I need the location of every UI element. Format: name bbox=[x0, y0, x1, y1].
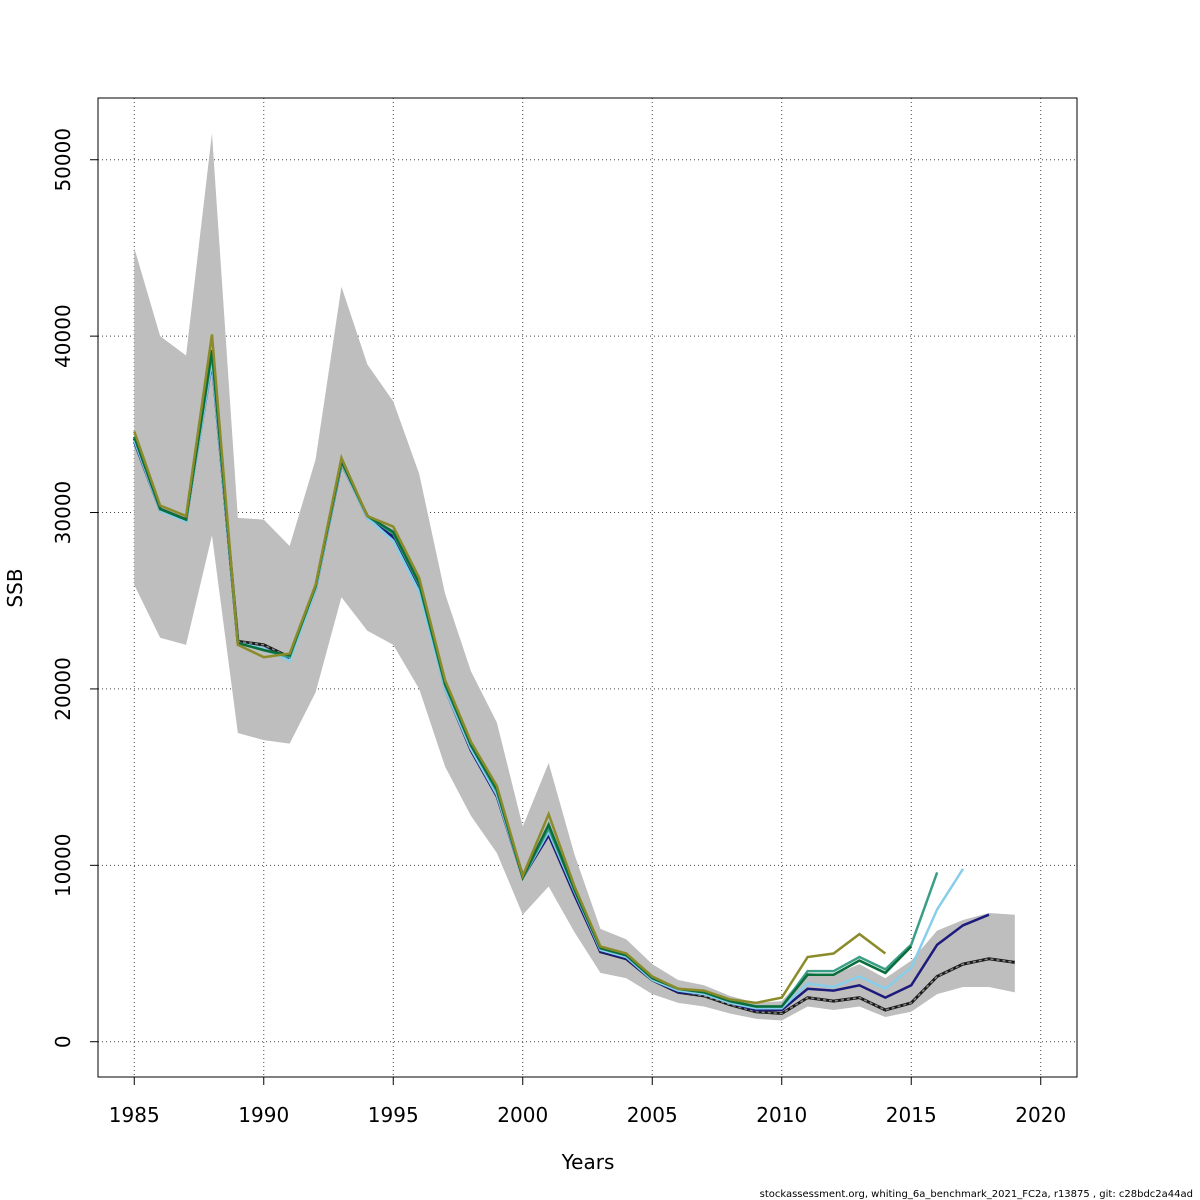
series-lines bbox=[132, 334, 1016, 1016]
y-axis: 0 10000 20000 30000 40000 50000 bbox=[51, 128, 99, 1048]
y-tick-label: 30000 bbox=[51, 481, 75, 545]
x-tick-label: 1990 bbox=[238, 1103, 289, 1127]
footer-text: stockassessment.org, whiting_6a_benchmar… bbox=[760, 1189, 1193, 1200]
y-tick-label: 50000 bbox=[51, 128, 75, 192]
x-tick-label: 2020 bbox=[1015, 1103, 1066, 1127]
x-tick-label: 1995 bbox=[368, 1103, 419, 1127]
x-tick-label: 2000 bbox=[497, 1103, 548, 1127]
x-axis: 1985 1990 1995 2000 2005 2010 2015 2020 bbox=[109, 1076, 1066, 1127]
confidence-band bbox=[134, 133, 1015, 1021]
y-tick-label: 20000 bbox=[51, 657, 75, 721]
x-tick-label: 2010 bbox=[756, 1103, 807, 1127]
x-tick-label: 2015 bbox=[886, 1103, 937, 1127]
x-tick-label: 1985 bbox=[109, 1103, 160, 1127]
series-line-5 bbox=[133, 334, 887, 1005]
x-axis-title: Years bbox=[561, 1150, 615, 1174]
confidence-band-area bbox=[134, 133, 1015, 1021]
y-tick-label: 0 bbox=[51, 1035, 75, 1048]
x-tick-label: 2005 bbox=[627, 1103, 678, 1127]
y-tick-label: 40000 bbox=[51, 304, 75, 368]
y-tick-label: 10000 bbox=[51, 834, 75, 898]
y-axis-title: SSB bbox=[3, 568, 27, 607]
